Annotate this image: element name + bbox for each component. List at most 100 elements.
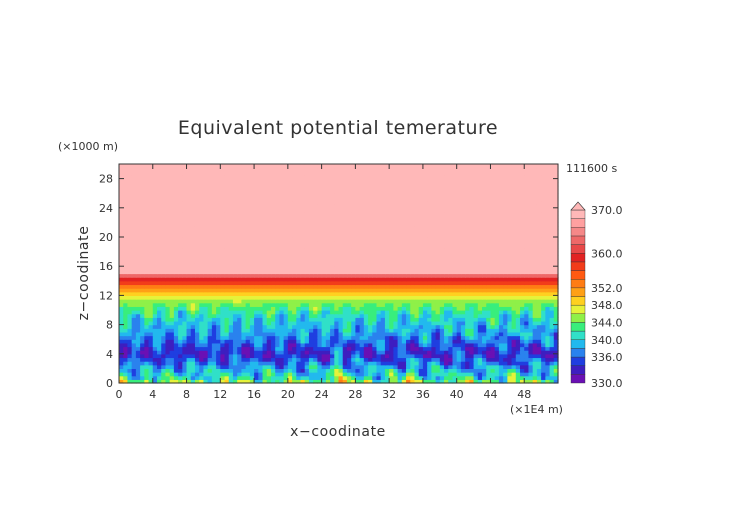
- heatmap-cell: [401, 237, 407, 242]
- heatmap-cell: [338, 375, 344, 380]
- heatmap-cell: [393, 361, 399, 366]
- heatmap-cell: [532, 357, 538, 362]
- heatmap-cell: [422, 247, 428, 253]
- heatmap-cell: [266, 255, 272, 260]
- heatmap-cell: [241, 357, 247, 362]
- heatmap-cell: [524, 207, 530, 213]
- heatmap-cell: [211, 291, 217, 296]
- heatmap-cell: [511, 258, 517, 264]
- heatmap-cell: [119, 317, 124, 322]
- heatmap-cell: [131, 222, 137, 227]
- heatmap-cell: [232, 269, 238, 275]
- heatmap-cell: [490, 269, 496, 275]
- heatmap-cell: [304, 255, 310, 260]
- heatmap-cell: [494, 284, 500, 289]
- heatmap-cell: [368, 251, 373, 256]
- heatmap-cell: [173, 211, 179, 216]
- heatmap-cell: [156, 320, 162, 326]
- heatmap-cell: [270, 313, 276, 318]
- heatmap-cell: [304, 266, 310, 271]
- heatmap-cell: [262, 364, 268, 369]
- heatmap-cell: [283, 302, 289, 307]
- heatmap-cell: [148, 339, 154, 344]
- heatmap-cell: [203, 364, 209, 369]
- heatmap-cell: [528, 237, 534, 242]
- heatmap-cell: [220, 240, 226, 245]
- heatmap-cell: [376, 226, 382, 231]
- heatmap-cell: [156, 215, 162, 220]
- heatmap-cell: [469, 339, 475, 344]
- heatmap-cell: [127, 375, 133, 380]
- heatmap-cell: [165, 280, 171, 286]
- heatmap-cell: [220, 302, 226, 307]
- heatmap-cell: [123, 251, 129, 256]
- heatmap-cell: [334, 320, 340, 326]
- heatmap-cell: [351, 375, 356, 380]
- heatmap-cell: [494, 331, 500, 337]
- heatmap-cell: [275, 328, 280, 333]
- heatmap-cell: [346, 233, 352, 238]
- heatmap-cell: [270, 331, 276, 337]
- heatmap-cell: [346, 255, 352, 260]
- heatmap-cell: [321, 339, 327, 344]
- heatmap-cell: [384, 237, 390, 242]
- heatmap-cell: [465, 328, 470, 333]
- heatmap-cell: [469, 368, 475, 373]
- heatmap-cell: [435, 280, 441, 286]
- heatmap-cell: [444, 331, 449, 337]
- heatmap-cell: [368, 331, 373, 337]
- heatmap-cell: [317, 291, 323, 296]
- heatmap-cell: [490, 375, 496, 380]
- heatmap-cell: [119, 320, 124, 326]
- heatmap-cell: [165, 295, 171, 300]
- heatmap-cell: [135, 350, 141, 355]
- heatmap-cell: [359, 313, 365, 318]
- heatmap-cell: [123, 207, 129, 213]
- heatmap-cell: [456, 244, 462, 249]
- heatmap-cell: [321, 262, 327, 267]
- heatmap-cell: [503, 353, 508, 359]
- heatmap-cell: [541, 295, 546, 300]
- heatmap-cell: [452, 310, 458, 315]
- heatmap-cell: [161, 331, 167, 337]
- heatmap-cell: [507, 353, 513, 359]
- heatmap-cell: [203, 222, 209, 227]
- heatmap-cell: [203, 255, 209, 260]
- heatmap-cell: [553, 357, 559, 362]
- heatmap-cell: [422, 306, 428, 311]
- heatmap-cell: [422, 310, 428, 315]
- heatmap-cell: [144, 317, 150, 322]
- heatmap-cell: [152, 306, 158, 311]
- heatmap-cell: [194, 306, 200, 311]
- heatmap-cell: [156, 229, 162, 234]
- heatmap-cell: [228, 258, 234, 264]
- heatmap-cell: [123, 211, 129, 216]
- heatmap-cell: [380, 247, 386, 253]
- heatmap-cell: [439, 350, 445, 355]
- heatmap-cell: [465, 269, 470, 275]
- heatmap-cell: [435, 284, 441, 289]
- heatmap-cell: [380, 317, 386, 322]
- heatmap-cell: [444, 273, 449, 278]
- heatmap-cell: [140, 288, 145, 293]
- heatmap-cell: [308, 247, 314, 253]
- heatmap-cell: [490, 258, 496, 264]
- heatmap-cell: [224, 317, 230, 322]
- heatmap-cell: [368, 306, 373, 311]
- heatmap-cell: [152, 299, 158, 304]
- heatmap-cell: [482, 310, 487, 315]
- heatmap-cell: [431, 291, 437, 296]
- heatmap-cell: [482, 251, 487, 256]
- heatmap-cell: [232, 368, 238, 373]
- heatmap-cell: [494, 350, 500, 355]
- heatmap-cell: [511, 299, 517, 304]
- heatmap-cell: [119, 375, 124, 380]
- heatmap-cell: [292, 372, 297, 377]
- heatmap-cell: [308, 368, 314, 373]
- heatmap-cell: [194, 379, 200, 384]
- heatmap-cell: [237, 324, 243, 329]
- heatmap-cell: [304, 229, 310, 234]
- heatmap-cell: [270, 258, 276, 264]
- heatmap-cell: [178, 255, 183, 260]
- heatmap-cell: [401, 233, 407, 238]
